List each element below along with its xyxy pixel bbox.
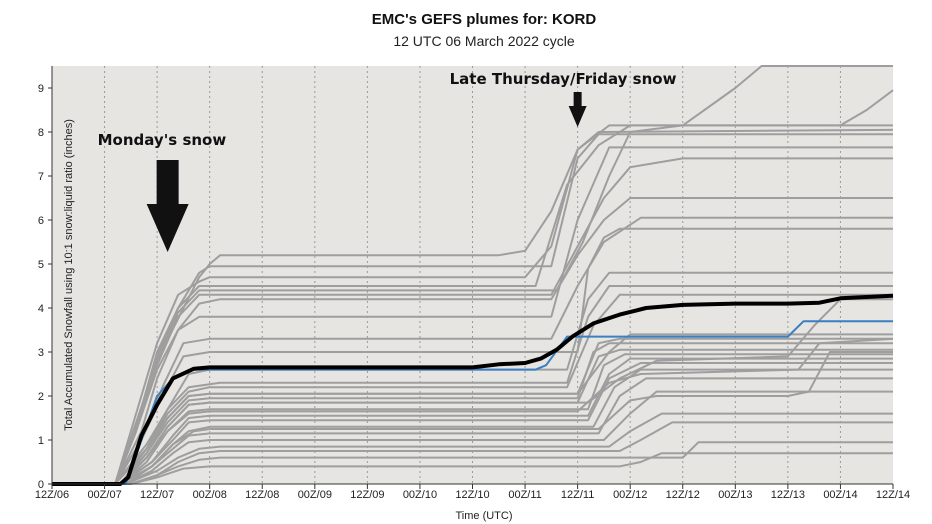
y-tick-label: 3 <box>38 347 44 359</box>
member-line <box>52 362 893 485</box>
x-tick-label: 12Z/12 <box>666 489 700 501</box>
x-tick-label: 00Z/11 <box>508 489 541 501</box>
y-tick-label: 4 <box>38 303 44 315</box>
x-tick-label: 12Z/13 <box>771 489 805 501</box>
member-line <box>52 157 893 485</box>
member-line <box>52 351 893 485</box>
y-tick-label: 7 <box>38 171 44 183</box>
mean-line <box>52 293 894 486</box>
chart-subtitle: 12 UTC 06 March 2022 cycle <box>393 33 575 49</box>
x-tick-label: 12Z/14 <box>876 489 910 501</box>
y-tick-label: 9 <box>38 83 44 95</box>
annotations: Monday's snow Late Thursday/Friday snow <box>98 70 677 252</box>
member-line <box>52 89 894 485</box>
y-tick-label: 6 <box>38 215 44 227</box>
x-tick-labels: 12Z/06 00Z/07 12Z/07 00Z/08 12Z/08 00Z/09 12Z/… <box>35 484 910 501</box>
x-tick-label: 00Z/14 <box>823 489 857 501</box>
arrow-down-icon <box>568 92 587 127</box>
x-tick-label: 12Z/09 <box>350 489 384 501</box>
y-tick-label: 8 <box>38 127 44 139</box>
member-line <box>52 197 893 485</box>
member-line <box>52 390 893 485</box>
member-line <box>52 452 893 485</box>
member-line <box>52 337 894 485</box>
x-tick-label: 12Z/08 <box>245 489 279 501</box>
x-tick-label: 00Z/13 <box>718 489 752 501</box>
x-tick-label: 12Z/06 <box>35 489 69 501</box>
y-tick-label: 1 <box>38 435 44 447</box>
x-tick-label: 12Z/11 <box>561 489 594 501</box>
x-tick-label: 00Z/10 <box>403 489 437 501</box>
x-tick-label: 12Z/07 <box>140 489 174 501</box>
arrow-down-icon <box>146 160 189 252</box>
annotation-thursday-friday-snow: Late Thursday/Friday snow <box>450 70 677 88</box>
chart-title: EMC's GEFS plumes for: KORD <box>372 11 597 28</box>
x-tick-label: 00Z/08 <box>193 489 227 501</box>
y-tick-labels: 0 1 2 3 4 5 6 7 8 9 <box>38 83 52 491</box>
x-axis-label: Time (UTC) <box>455 510 512 522</box>
x-tick-label: 00Z/09 <box>298 489 332 501</box>
y-tick-label: 5 <box>38 259 44 271</box>
member-line <box>52 333 893 485</box>
y-axis-label: Total Accumulated Snowfall using 10:1 sn… <box>63 119 75 431</box>
ensemble-mean <box>52 293 894 486</box>
annotation-mondays-snow: Monday's snow <box>98 131 227 149</box>
x-tick-label: 00Z/12 <box>613 489 647 501</box>
member-line <box>52 227 893 485</box>
x-tick-label: 12Z/10 <box>455 489 489 501</box>
y-tick-label: 2 <box>38 391 44 403</box>
y-tick-label: 0 <box>38 479 44 491</box>
member-line <box>52 412 893 485</box>
x-tick-label: 00Z/07 <box>87 489 121 501</box>
